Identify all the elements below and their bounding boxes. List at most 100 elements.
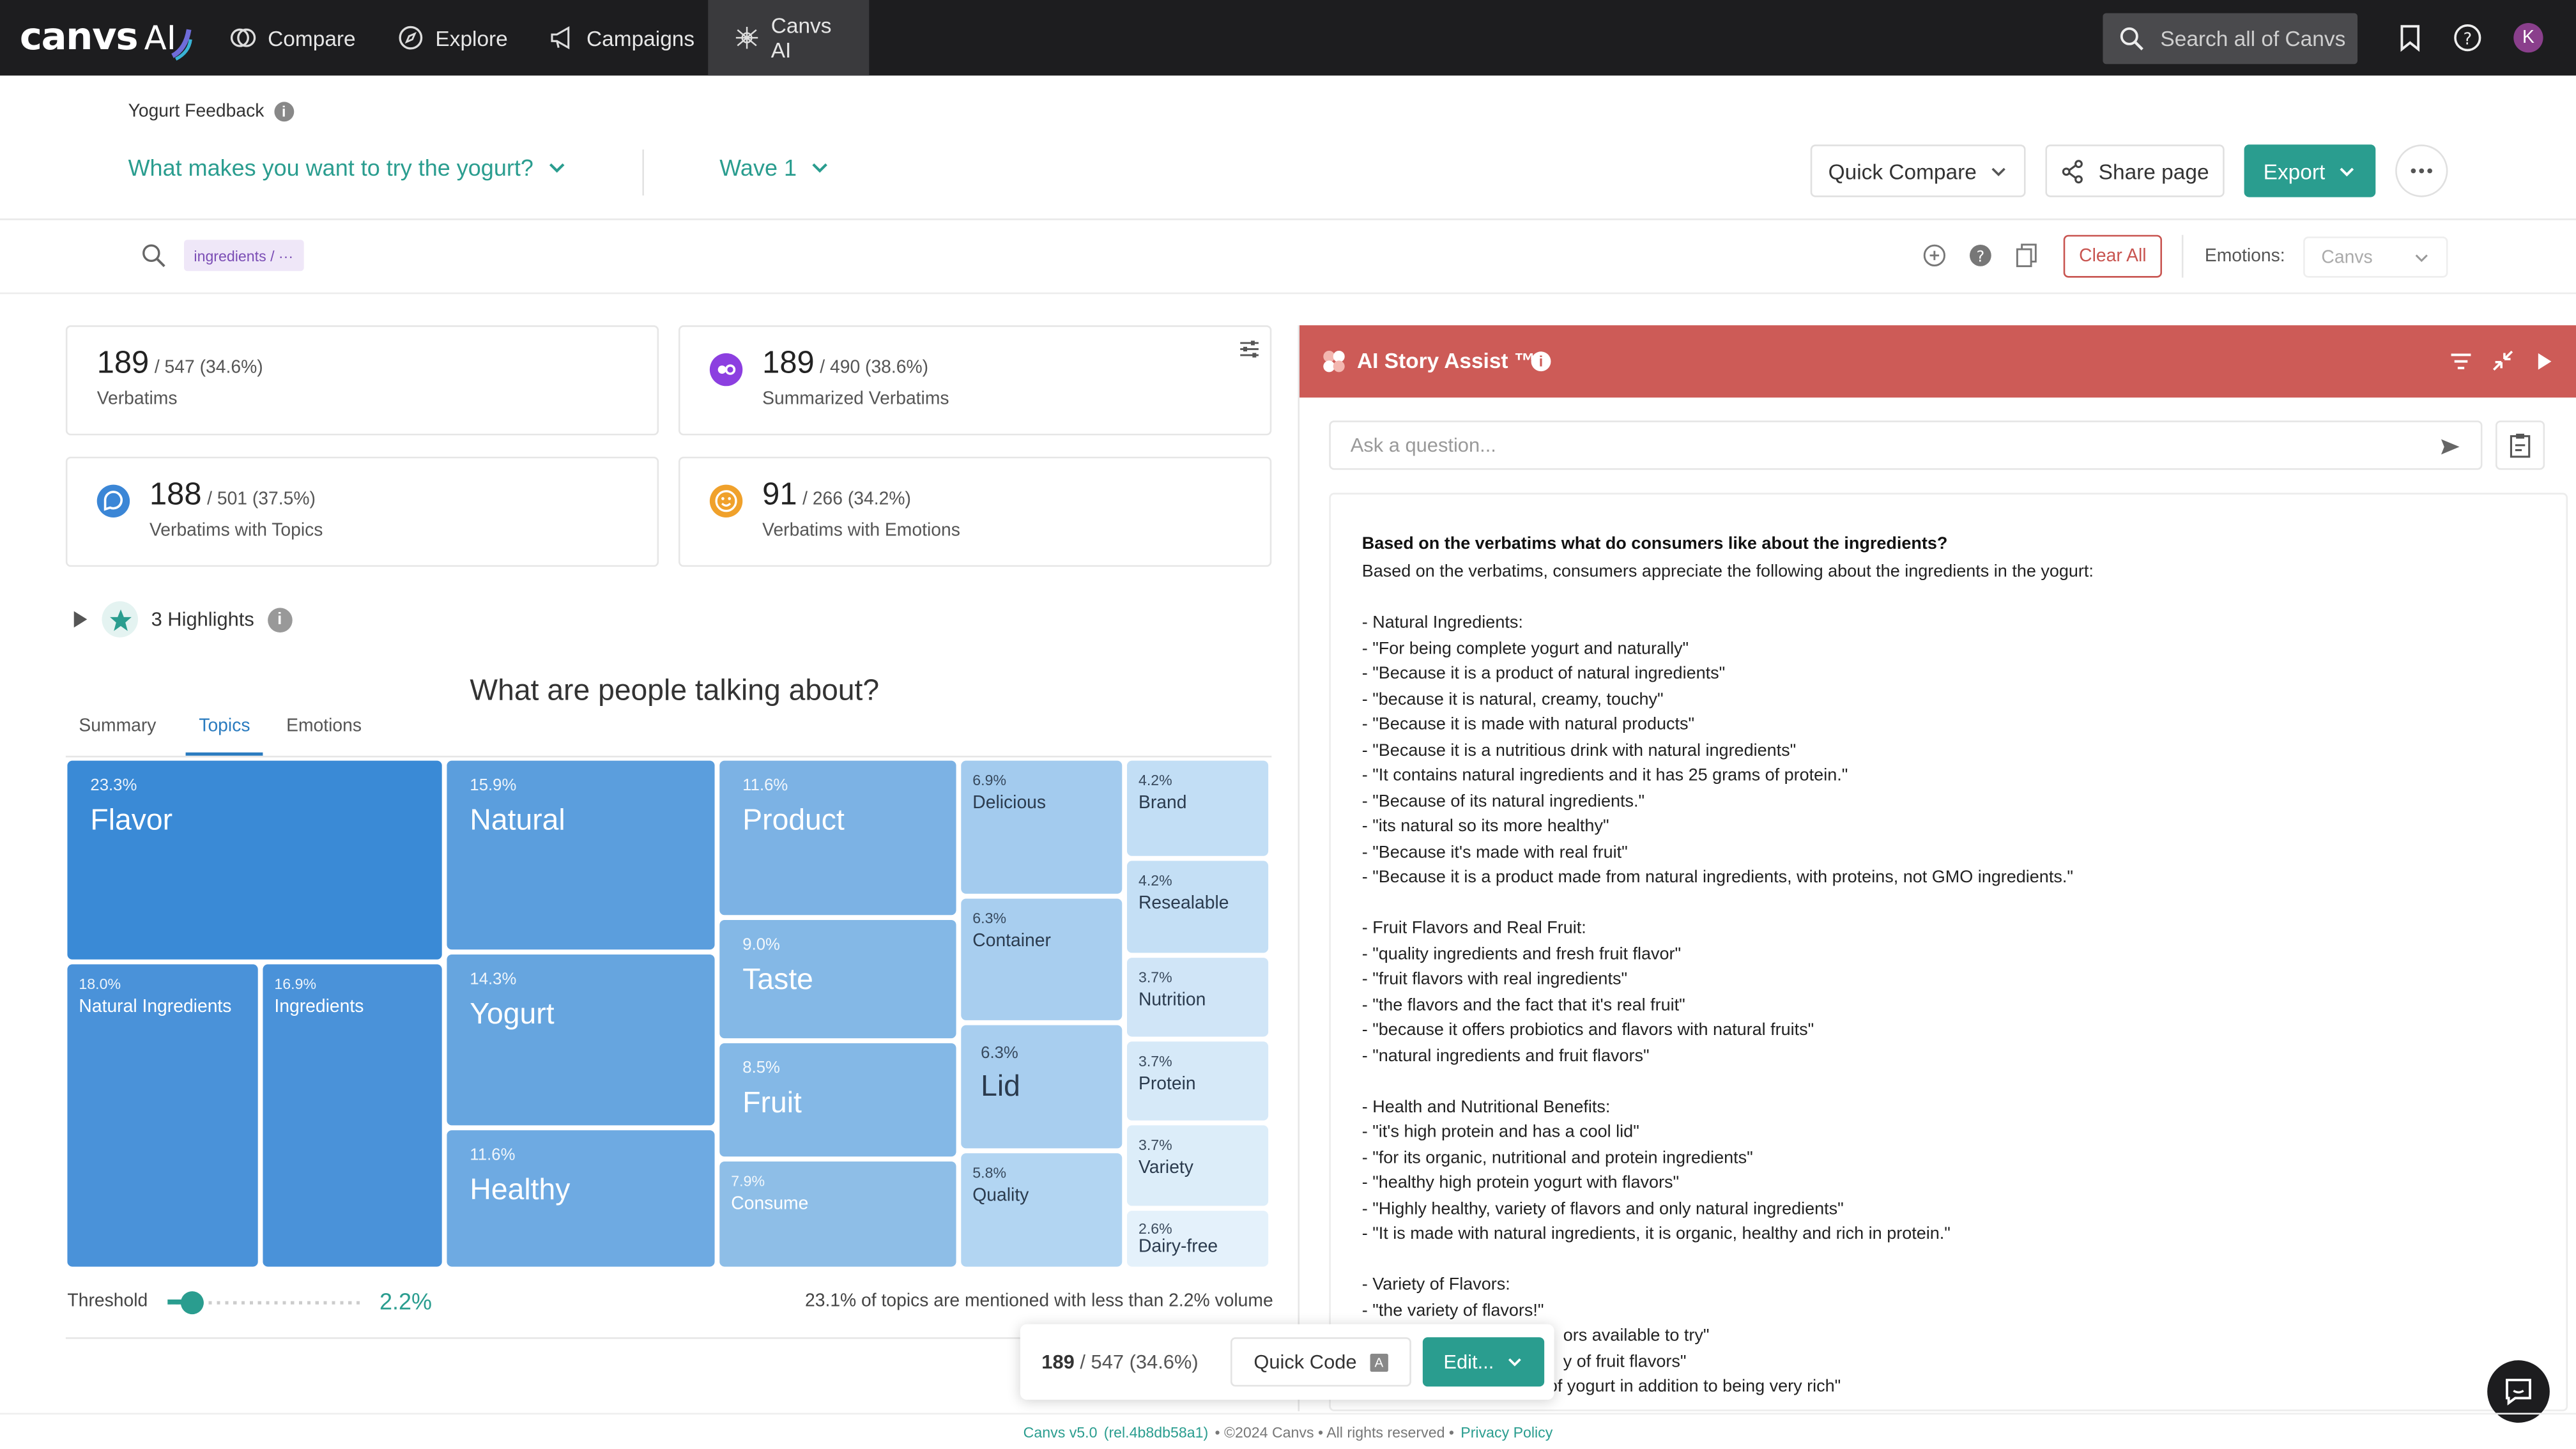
info-icon[interactable]: i [1531,351,1551,372]
highlights-toggle[interactable]: 3 Highlights i [72,601,292,638]
support-chat-button[interactable] [2487,1360,2550,1423]
treemap-tile-container[interactable]: 6.3% Container [961,898,1123,1020]
ai-answer-line: - "healthy high protein yogurt with flav… [1361,1173,1680,1193]
search-icon [2120,27,2143,50]
stat-card-topics[interactable]: 188 / 501 (37.5%) Verbatims with Topics [65,456,659,567]
treemap-tile-natural-ingredients[interactable]: 18.0% Natural Ingredients [67,964,258,1267]
edit-button[interactable]: Edit... [1422,1337,1545,1387]
ask-question-input[interactable] [1350,433,2419,457]
svg-text:?: ? [2463,29,2472,49]
treemap-tile-consume[interactable]: 7.9% Consume [719,1162,956,1267]
nav-compare[interactable]: Compare [213,0,372,75]
tab-emotions[interactable]: Emotions [286,716,362,736]
tab-topics[interactable]: Topics [185,703,264,756]
ask-question-box[interactable] [1329,420,2483,470]
treemap-tile-pct: 6.3% [972,910,1007,927]
send-icon[interactable] [2440,437,2461,457]
help-circle-icon[interactable]: ? [1968,243,1993,268]
wave-dropdown[interactable]: Wave 1 [719,155,829,181]
logo-ai-text: AI [144,18,176,57]
treemap-tile-brand[interactable]: 4.2% Brand [1127,760,1269,856]
clear-all-button[interactable]: Clear All [2063,234,2162,278]
chevron-down-icon [1991,167,2006,176]
treemap-tile-label: Brand [1138,793,1187,813]
quick-code-button[interactable]: Quick Code A [1230,1337,1411,1387]
treemap-tile-protein[interactable]: 3.7% Protein [1127,1041,1269,1121]
treemap-tile-label: Dairy-free [1138,1237,1218,1257]
treemap-tile-lid[interactable]: 6.3% Lid [961,1025,1123,1149]
emotions-dropdown[interactable]: Canvs [2303,236,2448,278]
info-icon[interactable]: i [273,102,294,122]
user-avatar[interactable]: K [2513,23,2543,53]
nav-canvs-ai[interactable]: Canvs AI [708,0,870,76]
add-circle-icon[interactable] [1922,243,1947,268]
global-search[interactable] [2103,13,2358,65]
question-dropdown[interactable]: What makes you want to try the yogurt? [128,155,567,181]
settings-sliders-icon[interactable] [1239,339,1260,360]
more-options-button[interactable] [2395,144,2448,197]
filter-icon[interactable] [2450,351,2472,371]
ai-answer-line: - "it's high protein and has a cool lid" [1361,1122,1639,1142]
compass-icon [399,26,423,50]
treemap-tile-fruit[interactable]: 8.5% Fruit [719,1043,956,1157]
project-title-text: Yogurt Feedback [128,102,264,122]
privacy-policy-link[interactable]: Privacy Policy [1460,1423,1553,1440]
emotions-value: Canvs [2321,247,2373,267]
treemap-tile-label: Protein [1138,1074,1196,1094]
copy-icon[interactable] [2014,241,2039,268]
filter-search-icon[interactable] [141,243,166,268]
stat-card-verbatims[interactable]: 189 / 547 (34.6%) Verbatims [65,325,659,436]
treemap-tile-healthy[interactable]: 11.6% Healthy [447,1130,715,1267]
filter-chip-ingredients[interactable]: ingredients / ··· [184,240,303,272]
search-input[interactable] [2160,26,2358,51]
treemap-tile-pct: 11.6% [470,1146,516,1165]
treemap-tile-ingredients[interactable]: 16.9% Ingredients [263,964,442,1267]
treemap-tile-taste[interactable]: 9.0% Taste [719,920,956,1039]
stat-card-emotions[interactable]: 91 / 266 (34.2%) Verbatims with Emotions [678,456,1272,567]
caret-right-icon [73,611,88,628]
footer-copyright: • ©2024 Canvs • All rights reserved • [1215,1423,1454,1440]
selection-count-total: / 547 (34.6%) [1080,1350,1199,1374]
canvs-logo[interactable]: canvs AI [20,13,193,63]
bookmark-icon[interactable] [2395,23,2425,52]
treemap-tile-label: Resealable [1138,893,1229,914]
stat-card-summarized[interactable]: 189 / 490 (38.6%) Summarized Verbatims [678,325,1272,436]
treemap-tile-product[interactable]: 11.6% Product [719,760,956,916]
nav-compare-label: Compare [268,25,356,50]
filter-divider [2181,234,2184,278]
treemap-tile-yogurt[interactable]: 14.3% Yogurt [447,954,715,1126]
treemap-tile-dairy-free[interactable]: 2.6% Dairy-free [1127,1211,1269,1267]
play-icon[interactable] [2536,351,2553,371]
treemap-tile-delicious[interactable]: 6.9% Delicious [961,760,1123,894]
quick-compare-label: Quick Compare [1828,158,1977,183]
treemap-tile-flavor[interactable]: 23.3% Flavor [67,760,442,960]
treemap-tile-quality[interactable]: 5.8% Quality [961,1153,1123,1267]
treemap-tile-nutrition[interactable]: 3.7% Nutrition [1127,958,1269,1037]
treemap-tile-resealable[interactable]: 4.2% Resealable [1127,861,1269,953]
stat-number: 189 [762,346,815,381]
quick-code-label: Quick Code [1254,1350,1357,1374]
nav-campaigns[interactable]: Campaigns [532,0,711,75]
threshold-slider-handle[interactable] [180,1291,204,1315]
ai-answer-line: - "Because of its natural ingredients." [1361,791,1645,811]
help-icon[interactable]: ? [2453,23,2482,52]
threshold-slider-track[interactable] [167,1301,362,1305]
ai-answer-line: ors available to try" [1563,1326,1710,1346]
collapse-icon[interactable] [2492,350,2513,371]
ai-answer-line: - Health and Nutritional Benefits: [1361,1096,1611,1117]
ai-answer-line: - "Because it is a product of natural in… [1361,663,1726,684]
quick-compare-button[interactable]: Quick Compare [1810,144,2026,197]
treemap-tile-label: Taste [742,962,813,996]
nav-explore-label: Explore [435,25,508,50]
add-note-button[interactable] [2496,420,2545,470]
treemap-tile-natural[interactable]: 15.9% Natural [447,760,715,950]
treemap-tile-variety[interactable]: 3.7% Variety [1127,1125,1269,1206]
share-icon [2062,158,2083,183]
tab-summary[interactable]: Summary [79,716,157,736]
info-icon[interactable]: i [267,607,292,632]
export-button[interactable]: Export [2244,144,2376,197]
megaphone-icon [551,26,570,50]
ai-panel-header: AI Story Assist ™ i [1300,325,2576,398]
share-page-button[interactable]: Share page [2045,144,2225,197]
nav-explore[interactable]: Explore [381,0,525,75]
